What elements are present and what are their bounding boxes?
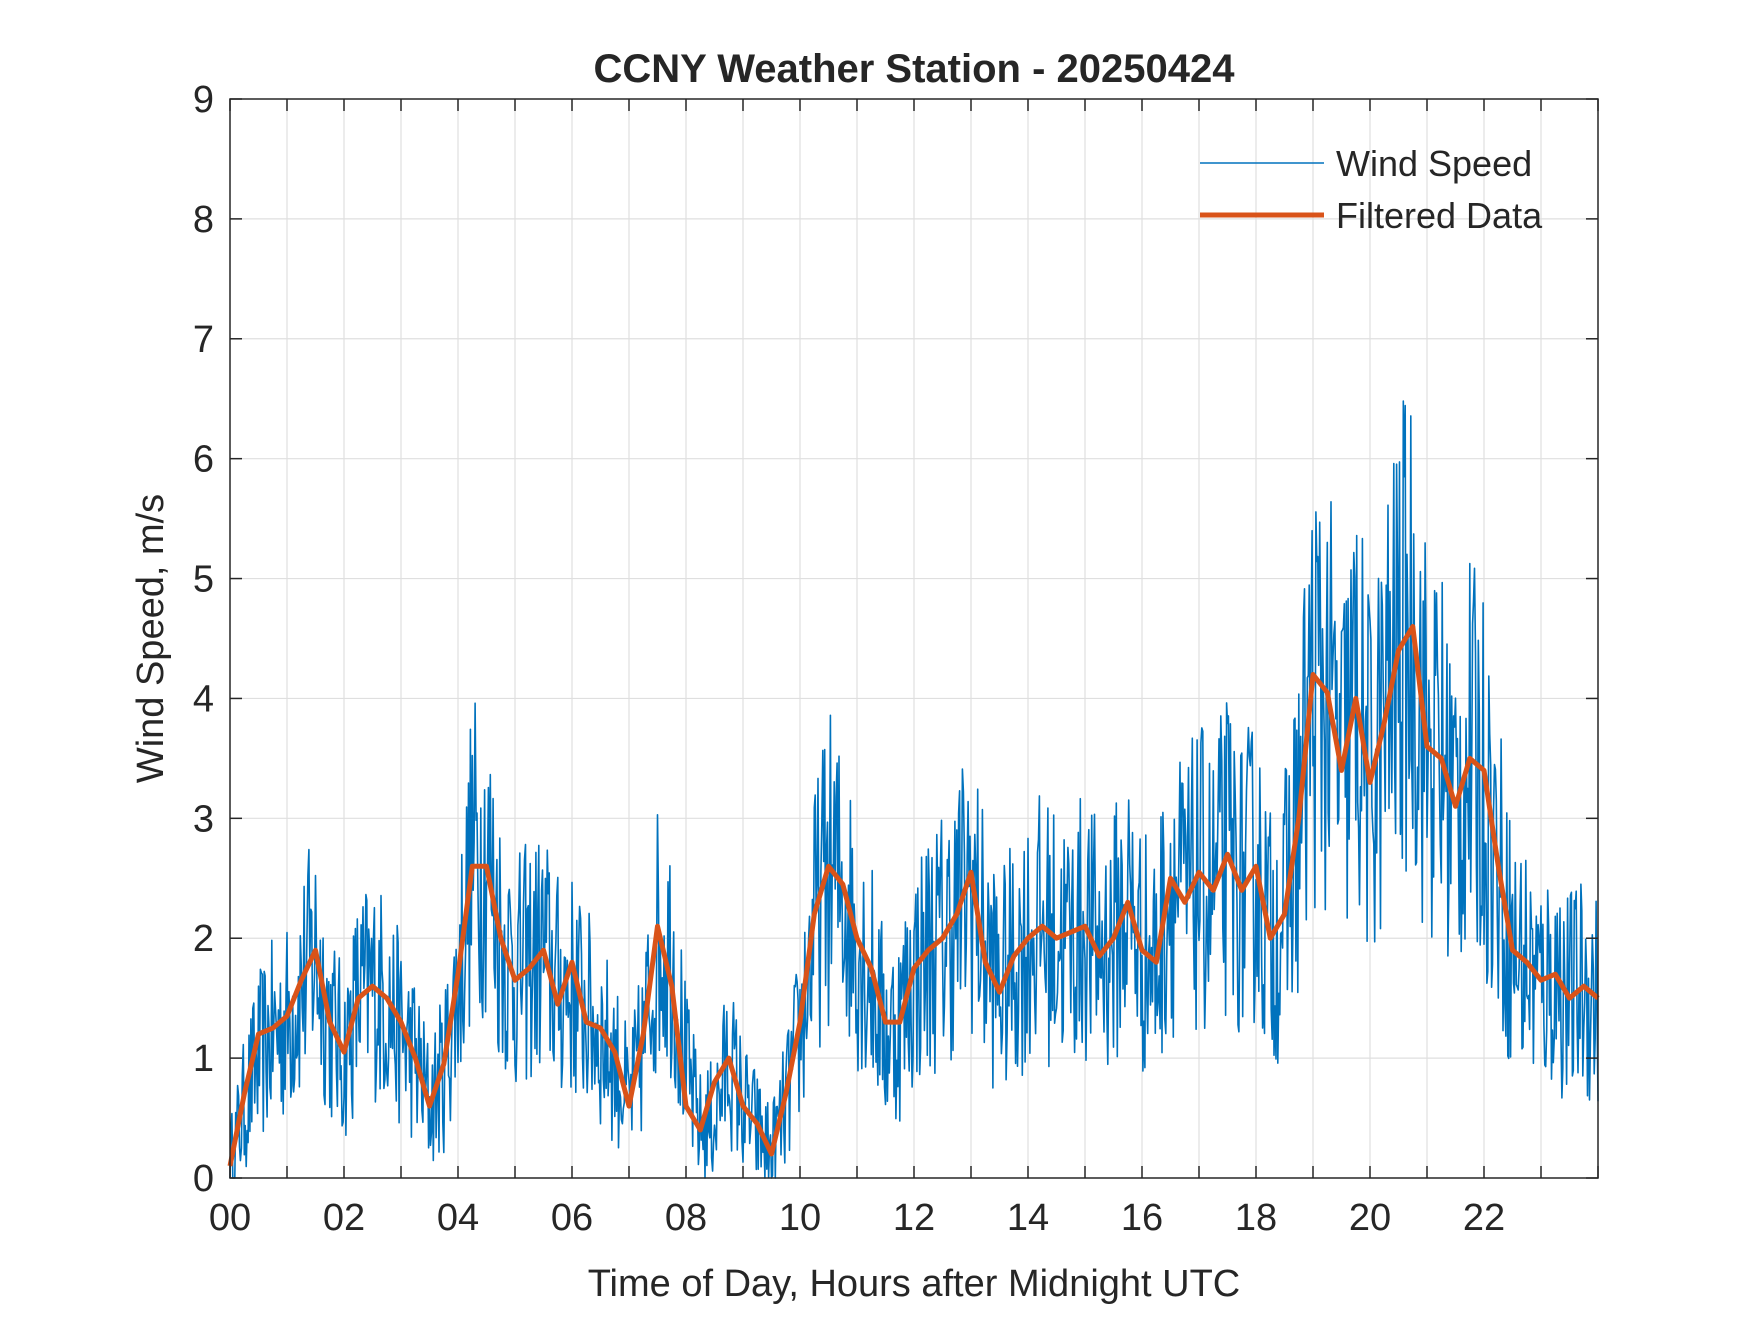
y-tick-label: 0 bbox=[193, 1158, 214, 1200]
series-line-wind-speed bbox=[229, 400, 1599, 1179]
x-tick-label: 20 bbox=[1349, 1197, 1391, 1239]
x-tick-label: 08 bbox=[665, 1197, 707, 1239]
y-tick-label: 2 bbox=[193, 918, 214, 960]
x-tick-label: 10 bbox=[779, 1197, 821, 1239]
x-axis-label: Time of Day, Hours after Midnight UTC bbox=[588, 1263, 1241, 1305]
y-tick-label: 5 bbox=[193, 559, 214, 601]
y-tick-label: 3 bbox=[193, 798, 214, 840]
x-tick-label: 02 bbox=[323, 1197, 365, 1239]
x-tick-label: 18 bbox=[1235, 1197, 1277, 1239]
x-tick-label: 04 bbox=[437, 1197, 479, 1239]
x-tick-label: 06 bbox=[551, 1197, 593, 1239]
y-tick-label: 7 bbox=[193, 319, 214, 361]
series-line-filtered-data bbox=[227, 624, 1600, 1167]
x-tick-label: 14 bbox=[1007, 1197, 1049, 1239]
y-tick-label: 9 bbox=[193, 79, 214, 121]
y-tick-label: 6 bbox=[193, 439, 214, 481]
grid-layer bbox=[230, 99, 1598, 1178]
x-tick-label: 00 bbox=[209, 1197, 251, 1239]
legend: Wind Speed Filtered Data bbox=[1200, 143, 1543, 236]
legend-label: Wind Speed bbox=[1336, 143, 1532, 184]
x-tick-label: 12 bbox=[893, 1197, 935, 1239]
y-axis-label: Wind Speed, m/s bbox=[130, 494, 172, 783]
chart-title: CCNY Weather Station - 20250424 bbox=[594, 47, 1236, 91]
legend-label: Filtered Data bbox=[1336, 195, 1543, 236]
y-tick-label: 1 bbox=[193, 1038, 214, 1080]
series-layer bbox=[227, 400, 1600, 1179]
y-tick-label: 8 bbox=[193, 199, 214, 241]
x-tick-label: 16 bbox=[1121, 1197, 1163, 1239]
x-tick-label: 22 bbox=[1463, 1197, 1505, 1239]
y-tick-label: 4 bbox=[193, 678, 214, 720]
